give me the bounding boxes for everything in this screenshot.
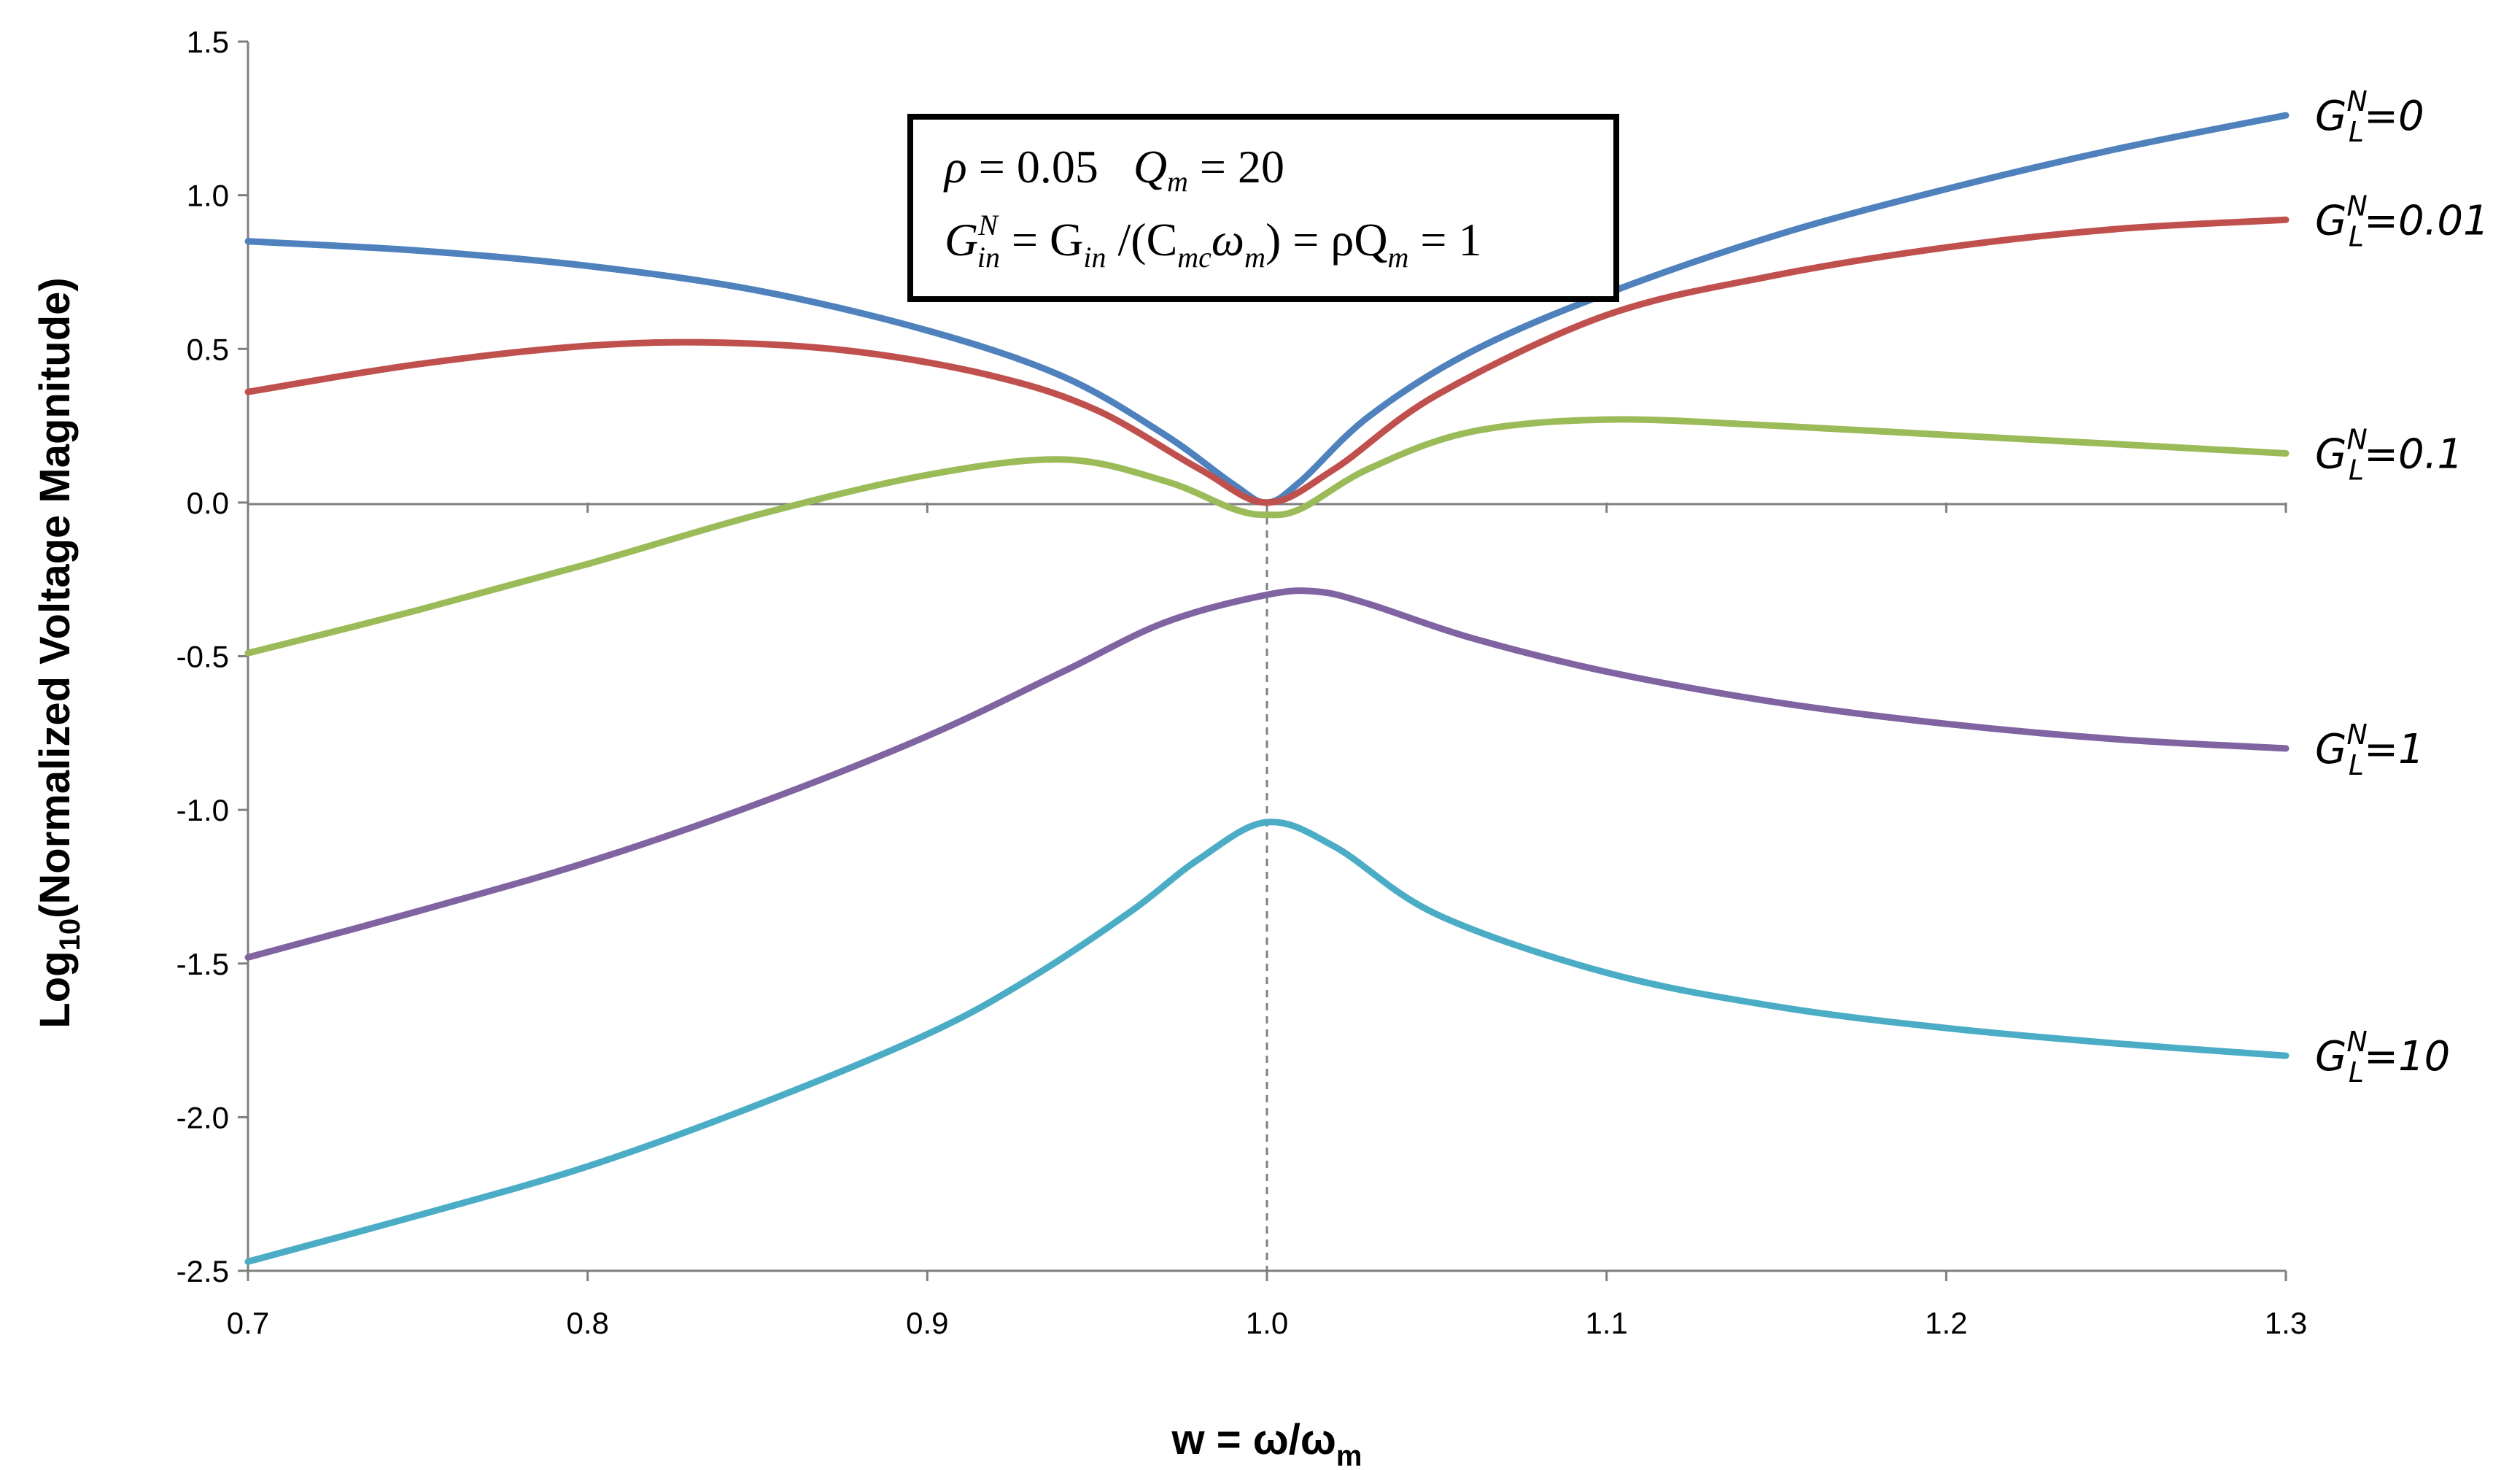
series-label-main: G bbox=[2315, 93, 2346, 140]
annotation-line-1: ρ = 0.05 Qm = 20 bbox=[943, 141, 1284, 198]
series-label-sup: N bbox=[2346, 190, 2367, 222]
y-tick-label: 1.5 bbox=[187, 25, 229, 59]
series-label-sup: N bbox=[2346, 1026, 2367, 1058]
y-axis-title-pre: Log bbox=[31, 951, 79, 1028]
series-label-value: =0.1 bbox=[2364, 430, 2463, 478]
x-tick-label: 0.9 bbox=[906, 1306, 948, 1340]
y-tick-label: 0.0 bbox=[187, 486, 229, 520]
ann-tail: ) = ρQ bbox=[1265, 214, 1388, 266]
y-tick-label: 0.5 bbox=[187, 332, 229, 366]
ann-G-sup: N bbox=[977, 209, 999, 241]
series-label-sub: L bbox=[2349, 1056, 2364, 1088]
y-tick-label: 1.0 bbox=[187, 179, 229, 213]
series-label-value: =0 bbox=[2364, 93, 2424, 140]
ann-G: G bbox=[945, 214, 978, 266]
x-axis-title: w = ω/ωm bbox=[1171, 1416, 1362, 1470]
series-lines bbox=[244, 112, 2290, 1265]
series-label-value: =1 bbox=[2364, 726, 2424, 773]
series-label-value: =0.01 bbox=[2364, 197, 2489, 244]
series-label-value: =10 bbox=[2364, 1033, 2450, 1080]
tick-labels: 1.5 1.0 0.5 0.0 -0.5 -1.0 -1.5 -2.0 -2.5 0.7 0.8 0.… bbox=[177, 25, 2308, 1340]
annotation-line-2: GN in = Gin /(Cmcωm) = ρQm = 1 bbox=[945, 209, 1482, 274]
series-label-0: GN L=0 bbox=[2315, 85, 2424, 148]
series-label-sup: N bbox=[2346, 85, 2367, 117]
series-label-1: GN L=0.01 bbox=[2315, 190, 2489, 252]
y-tick-label: -2.5 bbox=[177, 1254, 229, 1288]
ann-tail-sub: m bbox=[1388, 241, 1409, 274]
y-axis-title: Log10(Normalized Voltage Magnitude) bbox=[31, 277, 86, 1028]
ann-omega-sub: m bbox=[1244, 241, 1265, 274]
series-label-4: GN L=10 bbox=[2315, 1026, 2450, 1088]
ann-eq1: = 0.05 bbox=[967, 141, 1133, 193]
ann-mid: = G bbox=[1000, 214, 1083, 266]
series-line-2 bbox=[244, 416, 2290, 657]
series-label-sub: L bbox=[2349, 116, 2364, 148]
x-axis-title-sub: m bbox=[1336, 1440, 1362, 1470]
series-label-main: G bbox=[2315, 430, 2346, 478]
ann-slash: /(C bbox=[1106, 214, 1177, 266]
series-label-2: GN L=0.1 bbox=[2315, 423, 2463, 486]
series-label-main: G bbox=[2315, 1033, 2346, 1080]
ann-end: = 1 bbox=[1408, 214, 1481, 266]
series-label-sup: N bbox=[2346, 423, 2367, 455]
y-axis-title-sub: 10 bbox=[54, 918, 86, 951]
ann-Q: Q bbox=[1133, 141, 1167, 193]
series-label-3: GN L=1 bbox=[2315, 719, 2424, 781]
ticks bbox=[238, 40, 2287, 1281]
y-tick-label: -0.5 bbox=[177, 640, 229, 674]
y-tick-label: -1.5 bbox=[177, 947, 229, 981]
series-label-main: G bbox=[2315, 726, 2346, 773]
ann-Q-sub: m bbox=[1167, 165, 1188, 198]
series-line-1 bbox=[244, 216, 2290, 506]
x-axis-title-main: w = ω/ω bbox=[1171, 1416, 1336, 1463]
x-tick-label: 1.1 bbox=[1585, 1306, 1627, 1340]
series-line-3 bbox=[244, 587, 2290, 961]
series-label-sub: L bbox=[2349, 220, 2364, 252]
y-axis-title-post: (Normalized Voltage Magnitude) bbox=[31, 277, 79, 918]
series-label-sup: N bbox=[2346, 719, 2367, 751]
series-label-main: G bbox=[2315, 197, 2346, 244]
ann-mid-sub: in bbox=[1083, 241, 1106, 274]
series-label-sub: L bbox=[2349, 749, 2364, 781]
annotation-border bbox=[907, 114, 1619, 302]
ann-eq2: = 20 bbox=[1188, 141, 1284, 193]
x-tick-label: 1.0 bbox=[1246, 1306, 1288, 1340]
y-tick-label: -2.0 bbox=[177, 1100, 229, 1134]
ann-rho: ρ bbox=[943, 141, 967, 193]
y-tick-label: -1.0 bbox=[177, 793, 229, 827]
x-tick-label: 0.8 bbox=[566, 1306, 608, 1340]
series-line-4 bbox=[244, 819, 2290, 1265]
x-tick-label: 0.7 bbox=[227, 1306, 269, 1340]
parameter-annotation-box: ρ = 0.05 Qm = 20 GN in = Gin /(Cmcωm) = ρ… bbox=[907, 114, 1619, 302]
series-label-sub: L bbox=[2349, 454, 2364, 486]
ann-omega: ω bbox=[1211, 214, 1244, 266]
ann-G-sub: in bbox=[977, 241, 1000, 274]
ann-C-sub: mc bbox=[1177, 241, 1211, 274]
x-tick-label: 1.2 bbox=[1925, 1306, 1967, 1340]
x-tick-label: 1.3 bbox=[2265, 1306, 2307, 1340]
